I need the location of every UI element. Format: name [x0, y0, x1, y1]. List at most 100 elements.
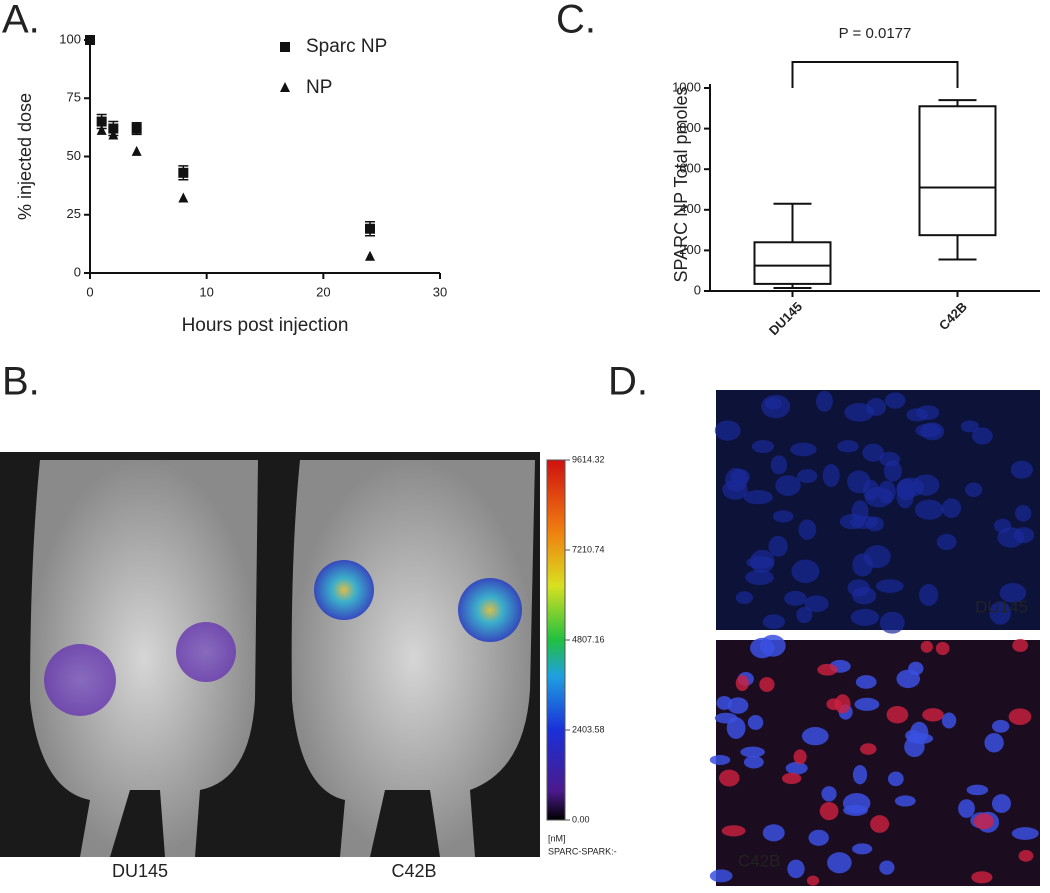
stain: [870, 815, 890, 833]
box: [918, 105, 997, 237]
point: [280, 42, 290, 52]
nucleus: [875, 579, 904, 593]
point: [108, 123, 119, 134]
nucleus: [852, 586, 877, 605]
y-tick-label: 25: [67, 206, 81, 221]
nucleus: [894, 795, 916, 807]
stain: [971, 871, 993, 884]
nucleus: [991, 794, 1011, 814]
stain: [721, 825, 746, 837]
stain: [922, 708, 944, 722]
y-tick-label: 400: [679, 201, 701, 216]
nucleus: [958, 799, 975, 818]
nucleus: [843, 804, 868, 816]
y-axis-label: SPARC NP Total pmoles: [671, 86, 691, 282]
panel-letter: D.: [608, 360, 648, 404]
nucleus: [798, 519, 817, 540]
nucleus: [863, 545, 891, 569]
nucleus: [896, 669, 920, 689]
nucleus: [725, 467, 748, 492]
legend-label: Sparc NP: [306, 36, 387, 57]
colorbar-tick-label: 4807.16: [572, 634, 605, 644]
panel-letter: B.: [2, 360, 40, 404]
nucleus: [884, 392, 906, 409]
mouse-body: [30, 460, 258, 857]
x-tick-label: 20: [316, 284, 330, 299]
signal-spot: [314, 560, 374, 620]
colorbar: [546, 459, 566, 821]
nucleus: [762, 824, 785, 842]
nucleus: [837, 440, 859, 453]
colorbar-tick-label: 2403.58: [572, 724, 605, 734]
stain: [759, 677, 775, 692]
nucleus: [773, 510, 794, 523]
image-label: DU145: [112, 861, 168, 881]
nucleus: [727, 697, 749, 714]
colorbar-tick-label: 7210.74: [572, 544, 605, 554]
nucleus: [854, 697, 880, 711]
signal-spot: [176, 622, 236, 682]
nucleus: [971, 427, 993, 445]
colorbar-probe: SPARC-SPARK:-: [548, 846, 617, 856]
stain: [806, 875, 820, 886]
point: [365, 250, 375, 261]
micrograph: [716, 640, 1040, 886]
y-tick-label: 0: [74, 264, 81, 279]
point: [131, 123, 142, 134]
y-tick-label: 200: [679, 242, 701, 257]
nucleus: [750, 549, 775, 574]
y-tick-label: 600: [679, 161, 701, 176]
nucleus: [821, 786, 837, 802]
nucleus: [827, 852, 852, 874]
nucleus: [762, 614, 785, 630]
colorbar-tick-label: 9614.32: [572, 454, 605, 464]
nucleus: [879, 611, 905, 634]
nucleus: [879, 860, 895, 875]
legend-label: NP: [306, 77, 332, 98]
panel-letter: A.: [2, 0, 40, 42]
nucleus: [999, 583, 1027, 603]
nucleus: [849, 515, 879, 529]
y-tick-label: 75: [67, 90, 81, 105]
nucleus: [797, 469, 818, 484]
nucleus: [906, 408, 929, 422]
point: [85, 35, 95, 45]
nucleus: [790, 442, 817, 457]
nucleus: [768, 535, 788, 557]
point: [178, 192, 189, 203]
nucleus: [941, 498, 962, 518]
nucleus: [796, 606, 813, 624]
nucleus: [751, 439, 775, 454]
image-label: C42B: [391, 861, 436, 881]
nucleus: [714, 420, 741, 441]
x-tick-label: 0: [86, 284, 93, 299]
nucleus: [764, 397, 782, 410]
x-tick-label: 30: [433, 284, 447, 299]
nucleus: [991, 719, 1010, 733]
micrograph: [716, 390, 1040, 630]
nucleus: [1014, 504, 1032, 522]
nucleus: [735, 591, 753, 605]
nucleus: [907, 732, 934, 745]
nucleus: [787, 859, 805, 879]
nucleus: [743, 755, 764, 769]
x-tick-label: 10: [199, 284, 213, 299]
nucleus: [816, 390, 833, 412]
stain: [1008, 708, 1032, 725]
nucleus: [960, 420, 979, 433]
y-tick-label: 1000: [672, 79, 701, 94]
nucleus: [785, 761, 808, 775]
nucleus: [941, 712, 957, 729]
y-tick-label: 800: [679, 120, 701, 135]
nucleus: [709, 754, 731, 765]
panel-letter: C.: [556, 0, 596, 42]
nucleus: [770, 455, 788, 475]
nucleus: [1010, 460, 1033, 479]
image-label: C42B: [738, 851, 781, 870]
nucleus: [852, 764, 868, 785]
nucleus: [887, 771, 904, 787]
y-tick-label: 50: [67, 148, 81, 163]
nucleus: [919, 584, 939, 606]
point: [96, 116, 107, 127]
nucleus: [855, 675, 877, 689]
